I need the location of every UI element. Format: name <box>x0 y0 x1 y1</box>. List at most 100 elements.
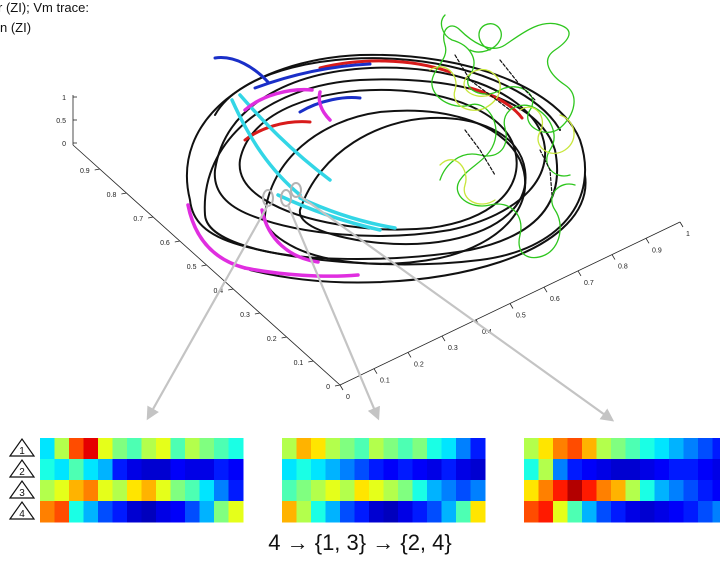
heatmap-cell <box>470 459 486 481</box>
heatmap-cell <box>83 459 99 481</box>
heatmap-cell <box>311 438 326 460</box>
heatmap-cell <box>654 438 670 460</box>
heatmap-cell <box>141 438 157 460</box>
heatmap-cell <box>156 501 171 523</box>
heatmap-cell <box>611 459 626 481</box>
heatmap-cell <box>340 501 355 523</box>
heatmap-cell <box>54 501 70 523</box>
heatmap-cell <box>398 459 413 481</box>
highlight-circle <box>290 182 302 198</box>
heatmap-cell <box>69 501 84 523</box>
heatmap-cell <box>398 438 413 460</box>
trajectory-magenta-segment <box>317 90 332 122</box>
x-tick-mark <box>228 288 234 291</box>
heatmap-cell <box>441 459 457 481</box>
heatmap-cell <box>654 459 670 481</box>
heatmap-cell <box>383 480 399 502</box>
trajectory-loop <box>203 78 559 260</box>
x-tick-mark <box>308 360 314 363</box>
heatmap-cell <box>524 438 539 460</box>
trajectory-dashed-segment <box>464 129 496 176</box>
heatmap-cell <box>214 501 229 523</box>
pointer-arrows <box>146 195 615 422</box>
heatmap-cell <box>228 459 244 481</box>
heatmap-cell <box>340 480 355 502</box>
heatmap-cell <box>199 501 215 523</box>
heatmap-cell <box>40 459 55 481</box>
trajectory-blue-segment <box>213 56 270 84</box>
heatmap-cell <box>669 501 684 523</box>
heatmap-cell <box>282 480 297 502</box>
heatmap-cell <box>170 459 186 481</box>
x-tick-label: 0.6 <box>160 240 170 247</box>
y-tick-mark <box>339 384 344 391</box>
heatmap-cell <box>185 438 200 460</box>
heatmap-cell <box>596 459 612 481</box>
heatmap-cell <box>98 480 113 502</box>
y-tick-mark <box>441 335 446 342</box>
y-tick-label: 0.5 <box>516 313 526 320</box>
heatmap-cell <box>456 501 471 523</box>
heatmap-cell <box>199 459 215 481</box>
trajectory-cyan-segment <box>298 196 397 230</box>
heatmap-cell <box>398 501 413 523</box>
heatmap-cell <box>582 438 597 460</box>
heatmap-cell <box>325 459 341 481</box>
trajectory-lime-tangle <box>429 66 501 111</box>
heatmap-cell <box>683 438 699 460</box>
heatmap-cell <box>640 438 655 460</box>
row-label-number: 2 <box>19 467 25 478</box>
heatmap-cell <box>427 501 442 523</box>
y-tick-label: 0.4 <box>482 329 492 336</box>
trajectory-red-segment <box>318 59 452 74</box>
heatmap-cell <box>567 501 583 523</box>
trajectory-loop <box>249 174 587 284</box>
heatmap-cell <box>553 480 568 502</box>
heatmap-cell <box>427 438 442 460</box>
row-label-triangle <box>8 500 36 520</box>
heatmap-cell <box>683 480 699 502</box>
y-tick-label: 1 <box>686 231 690 238</box>
heatmap-cell <box>582 480 597 502</box>
heatmap-cell <box>441 501 457 523</box>
heatmap-cell <box>185 459 200 481</box>
heatmap-2 <box>282 438 486 523</box>
heatmap-cell <box>311 459 326 481</box>
heatmap-cell <box>228 480 244 502</box>
heatmap-1 <box>40 438 244 523</box>
heatmap-cell <box>538 438 554 460</box>
heatmap-cell <box>640 459 655 481</box>
y-tick-label: 0.1 <box>380 378 390 385</box>
heatmap-cell <box>199 480 215 502</box>
heatmap-cell <box>625 438 641 460</box>
heatmap-cell <box>214 459 229 481</box>
trajectory-dashed-segment <box>454 54 511 111</box>
heatmap-cell <box>98 501 113 523</box>
heatmap-cell <box>625 459 641 481</box>
heatmap-cell <box>712 480 720 502</box>
heatmap-cell <box>369 459 384 481</box>
x-tick-label: 0.2 <box>267 336 277 343</box>
heatmap-cell <box>127 459 142 481</box>
x-tick-label: 0 <box>326 384 330 391</box>
heatmap-cell <box>340 438 355 460</box>
y-tick-mark <box>577 270 582 277</box>
x-tick-mark <box>94 168 100 171</box>
heatmap-cell <box>412 480 428 502</box>
heatmap-cell <box>538 501 554 523</box>
heatmap-cell <box>582 501 597 523</box>
trajectory-green-tangle <box>431 14 575 133</box>
caption-line-2: n (ZI) <box>0 20 32 35</box>
x-tick-label: 0.8 <box>107 192 117 199</box>
heatmap-cell <box>456 459 471 481</box>
arrow-to-heatmap-1 <box>146 204 269 421</box>
heatmap-cell <box>470 480 486 502</box>
trajectory-loop <box>214 57 561 131</box>
heatmap-cell <box>698 501 713 523</box>
heatmap-cell <box>170 501 186 523</box>
heatmap-cell <box>524 501 539 523</box>
sequence-caption: 4 → {1, 3} → {2, 4} <box>268 530 451 555</box>
heatmap-cell <box>228 438 244 460</box>
heatmap-cell <box>325 480 341 502</box>
